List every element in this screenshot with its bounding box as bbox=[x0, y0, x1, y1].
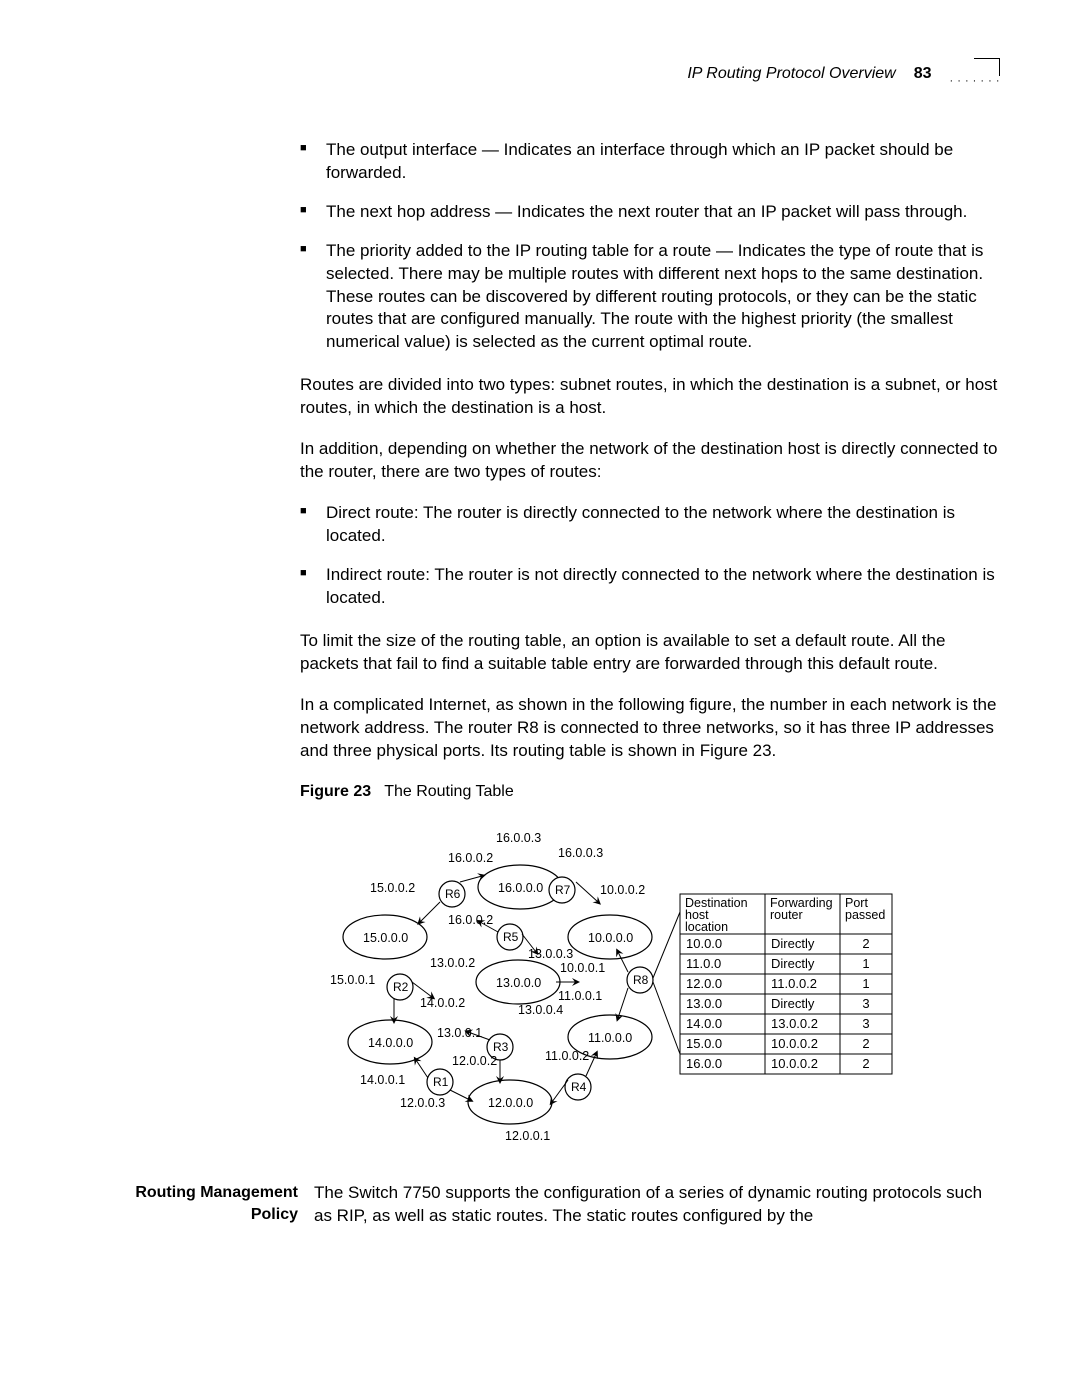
net-label: 15.0.0.0 bbox=[363, 931, 408, 945]
header-page-number: 83 bbox=[914, 63, 932, 85]
svg-text:10.0.0.2: 10.0.0.2 bbox=[771, 1056, 818, 1071]
svg-text:16.0.0: 16.0.0 bbox=[686, 1056, 722, 1071]
svg-text:Directly: Directly bbox=[771, 936, 815, 951]
svg-text:2: 2 bbox=[862, 936, 869, 951]
router-R6: R6 bbox=[439, 881, 465, 907]
svg-text:Directly: Directly bbox=[771, 956, 815, 971]
net-label: 13.0.0.3 bbox=[528, 947, 573, 961]
header-title: IP Routing Protocol Overview bbox=[687, 63, 895, 85]
net-label: 13.0.0.0 bbox=[496, 976, 541, 990]
net-label: 12.0.0.0 bbox=[488, 1096, 533, 1110]
net-label: 12.0.0.1 bbox=[505, 1129, 550, 1143]
router-label: R5 bbox=[503, 930, 519, 944]
paragraph: To limit the size of the routing table, … bbox=[300, 630, 1000, 676]
cloud-15: 15.0.0.0 bbox=[343, 915, 427, 959]
router-R2: R2 bbox=[387, 974, 413, 1000]
bullet-list-2: Direct route: The router is directly con… bbox=[300, 502, 1000, 610]
net-label: 14.0.0.0 bbox=[368, 1036, 413, 1050]
paragraph: In a complicated Internet, as shown in t… bbox=[300, 694, 1000, 763]
net-label: 16.0.0.0 bbox=[498, 881, 543, 895]
svg-text:11.0.0: 11.0.0 bbox=[686, 956, 721, 971]
router-label: R2 bbox=[393, 980, 409, 994]
page-header: IP Routing Protocol Overview 83 · · · · … bbox=[120, 58, 1000, 89]
router-R5: R5 bbox=[497, 924, 523, 950]
bullet-item: The next hop address — Indicates the nex… bbox=[300, 201, 1000, 224]
routing-figure: 16.0.0.0 15.0.0.0 10.0.0.0 13.0.0.0 14.0… bbox=[300, 822, 920, 1152]
svg-text:12.0.0: 12.0.0 bbox=[686, 976, 722, 991]
router-label: R8 bbox=[633, 973, 649, 987]
figure-label: Figure 23 bbox=[300, 783, 371, 800]
svg-text:2: 2 bbox=[862, 1056, 869, 1071]
cloud-14: 14.0.0.0 bbox=[348, 1020, 432, 1064]
net-label: 16.0.0.2 bbox=[448, 913, 493, 927]
router-label: R6 bbox=[445, 887, 461, 901]
net-label: 11.0.0.0 bbox=[588, 1031, 632, 1045]
router-label: R7 bbox=[555, 883, 571, 897]
net-label: 14.0.0.1 bbox=[360, 1073, 405, 1087]
net-label: 13.0.0.4 bbox=[518, 1003, 563, 1017]
section-heading: Routing Management Policy bbox=[120, 1182, 298, 1228]
router-R7: R7 bbox=[549, 877, 575, 903]
figure-caption: Figure 23 The Routing Table bbox=[300, 781, 1000, 803]
net-label: 10.0.0.1 bbox=[560, 961, 605, 975]
router-label: R3 bbox=[493, 1040, 509, 1054]
svg-text:router: router bbox=[770, 908, 803, 922]
net-label: 15.0.0.2 bbox=[370, 881, 415, 895]
bullet-item: The priority added to the IP routing tab… bbox=[300, 240, 1000, 355]
bullet-list-1: The output interface — Indicates an inte… bbox=[300, 139, 1000, 355]
net-label: 14.0.0.2 bbox=[420, 996, 465, 1010]
section-body: The Switch 7750 supports the configurati… bbox=[314, 1182, 1000, 1228]
router-R8: R8 bbox=[627, 967, 653, 993]
net-label: 12.0.0.3 bbox=[400, 1096, 445, 1110]
routing-table: DestinationhostlocationForwardingrouterP… bbox=[680, 894, 892, 1074]
svg-text:14.0.0: 14.0.0 bbox=[686, 1016, 722, 1031]
net-label: 12.0.0.2 bbox=[452, 1054, 497, 1068]
router-R1: R1 bbox=[427, 1069, 453, 1095]
net-label: 16.0.0.3 bbox=[558, 846, 603, 860]
net-label: 10.0.0.0 bbox=[588, 931, 633, 945]
svg-text:2: 2 bbox=[862, 1036, 869, 1051]
svg-text:3: 3 bbox=[862, 1016, 869, 1031]
paragraph: Routes are divided into two types: subne… bbox=[300, 374, 1000, 420]
svg-text:passed: passed bbox=[845, 908, 885, 922]
header-corner-decoration: · · · · · · · bbox=[950, 58, 1000, 89]
net-label: 11.0.0.1 bbox=[558, 989, 602, 1003]
svg-text:13.0.0.2: 13.0.0.2 bbox=[771, 1016, 818, 1031]
net-label: 10.0.0.2 bbox=[600, 883, 645, 897]
net-label: 13.0.0.2 bbox=[430, 956, 475, 970]
svg-text:10.0.0: 10.0.0 bbox=[686, 936, 722, 951]
cloud-10: 10.0.0.0 bbox=[568, 915, 652, 959]
router-R4: R4 bbox=[565, 1074, 591, 1100]
net-label: 16.0.0.2 bbox=[448, 851, 493, 865]
bullet-item: Direct route: The router is directly con… bbox=[300, 502, 1000, 548]
net-label: 11.0.0.2 bbox=[545, 1049, 589, 1063]
net-label: 13.0.0.1 bbox=[437, 1026, 482, 1040]
svg-text:1: 1 bbox=[862, 956, 869, 971]
svg-text:3: 3 bbox=[862, 996, 869, 1011]
router-label: R1 bbox=[433, 1075, 449, 1089]
cloud-13: 13.0.0.0 bbox=[476, 960, 560, 1004]
figure-title: The Routing Table bbox=[384, 783, 514, 800]
svg-text:10.0.0.2: 10.0.0.2 bbox=[771, 1036, 818, 1051]
bullet-item: Indirect route: The router is not direct… bbox=[300, 564, 1000, 610]
net-label: 15.0.0.1 bbox=[330, 973, 375, 987]
paragraph: In addition, depending on whether the ne… bbox=[300, 438, 1000, 484]
svg-text:Directly: Directly bbox=[771, 996, 815, 1011]
svg-text:1: 1 bbox=[862, 976, 869, 991]
router-label: R4 bbox=[571, 1080, 587, 1094]
svg-text:11.0.0.2: 11.0.0.2 bbox=[771, 976, 817, 991]
svg-text:13.0.0: 13.0.0 bbox=[686, 996, 722, 1011]
cloud-12: 12.0.0.0 bbox=[468, 1080, 552, 1124]
bullet-item: The output interface — Indicates an inte… bbox=[300, 139, 1000, 185]
svg-text:15.0.0: 15.0.0 bbox=[686, 1036, 722, 1051]
svg-text:location: location bbox=[685, 920, 728, 934]
net-label: 16.0.0.3 bbox=[496, 831, 541, 845]
